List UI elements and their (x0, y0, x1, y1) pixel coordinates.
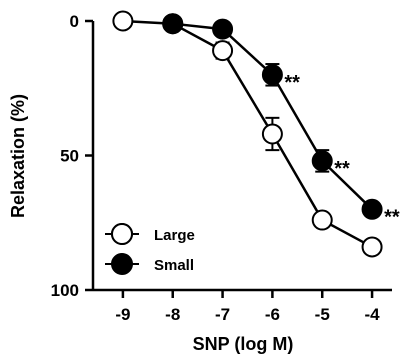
data-point-small (361, 198, 383, 220)
x-tick-label: -9 (115, 305, 130, 324)
legend: Large Small (105, 223, 195, 275)
series-line-small (172, 22, 373, 211)
data-point-small (162, 13, 184, 35)
x-axis-label: SNP (log M) (193, 334, 294, 354)
series-lines (122, 19, 373, 249)
data-point-small (212, 18, 234, 40)
data-points (112, 10, 383, 258)
data-point-large (311, 209, 333, 231)
x-tick-label: -4 (365, 305, 381, 324)
legend-label-large: Large (154, 227, 195, 244)
y-axis-label: Relaxation (%) (8, 94, 28, 218)
y-tick-label: 100 (51, 281, 79, 300)
ticks: -9 -8 -7 -6 -5 -4 0 50 100 (51, 12, 381, 324)
data-point-large (361, 236, 383, 258)
significance-marker: ** (334, 158, 350, 180)
x-tick-label: -5 (315, 305, 330, 324)
series-line-large (122, 19, 373, 249)
x-tick-label: -6 (265, 305, 280, 324)
y-tick-label: 50 (60, 147, 79, 166)
y-tick-label: 0 (70, 12, 79, 31)
data-point-small (261, 64, 283, 86)
significance-annotations: ** ** ** (284, 72, 399, 229)
legend-marker-large-dot (111, 223, 133, 245)
data-point-small (311, 150, 333, 172)
legend-label-small: Small (154, 257, 194, 274)
data-point-large (212, 40, 234, 62)
error-bars (215, 41, 330, 173)
x-tick-label: -8 (165, 305, 180, 324)
legend-marker-small (111, 253, 133, 275)
significance-marker: ** (384, 206, 400, 228)
axes (91, 21, 392, 292)
data-point-large (261, 123, 283, 145)
data-point-large (112, 10, 134, 32)
significance-marker: ** (284, 72, 300, 94)
x-tick-label: -7 (215, 305, 230, 324)
